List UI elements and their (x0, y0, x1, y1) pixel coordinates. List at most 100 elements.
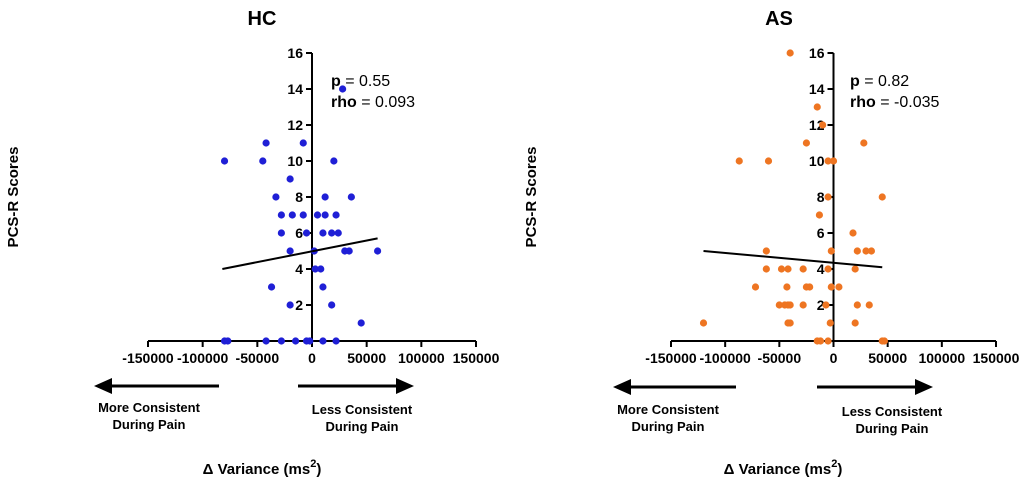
y-tick-label: 10 (287, 153, 303, 169)
p-value-annotation: p = 0.55 (331, 73, 390, 90)
chart-title: AS (765, 8, 793, 30)
data-point (762, 247, 770, 255)
data-point (862, 247, 870, 255)
y-tick-label: 12 (287, 117, 303, 133)
data-point (829, 157, 838, 165)
data-point (288, 211, 296, 219)
data-point (819, 121, 827, 129)
data-point (751, 283, 760, 291)
fit-line (703, 250, 883, 269)
x-tick-label: 50000 (347, 350, 386, 366)
x-tick-label: 150000 (973, 350, 1020, 366)
arrow-left-label-2: During Pain (632, 419, 705, 434)
arrow-right-label-2: During Pain (856, 421, 929, 436)
data-point (878, 193, 886, 201)
data-point (319, 229, 327, 237)
x-tick-label: 50000 (868, 350, 907, 366)
data-point (735, 157, 743, 165)
data-point (824, 337, 832, 345)
data-point (306, 337, 314, 345)
x-tick-label: -50000 (758, 350, 802, 366)
axes (148, 53, 476, 342)
x-axis-label: Δ Variance (ms2) (724, 458, 843, 478)
y-tick-label: 4 (295, 261, 303, 277)
data-points (220, 85, 382, 345)
y-tick-label: 16 (809, 45, 825, 61)
data-point (784, 319, 792, 327)
fit-line (222, 237, 378, 270)
x-tick-label: -150000 (645, 350, 697, 366)
data-point (816, 337, 825, 345)
data-point (853, 247, 861, 255)
x-tick-label: 0 (308, 350, 316, 366)
data-point (277, 211, 285, 219)
data-point (286, 247, 294, 255)
data-point (860, 139, 868, 147)
arrow-right-label-2: During Pain (326, 419, 399, 434)
data-point (328, 229, 336, 237)
data-point (783, 283, 791, 291)
y-tick-label: 8 (295, 189, 303, 205)
data-point (286, 175, 294, 183)
data-point (813, 103, 821, 111)
arrow-right-label-1: Less Consistent (312, 402, 413, 417)
y-tick-label: 8 (817, 189, 825, 205)
data-point (319, 337, 327, 345)
rho-annotation: rho = 0.093 (331, 94, 415, 111)
y-tick-label: 2 (295, 297, 303, 313)
fit-line-group (222, 237, 378, 270)
data-point (220, 157, 229, 165)
data-point (277, 229, 285, 237)
data-point (799, 265, 807, 273)
data-point (302, 229, 311, 237)
data-point (827, 283, 835, 291)
arrow-right-label-1: Less Consistent (842, 404, 943, 419)
left-arrow (613, 379, 736, 395)
as-chart-panel: AS 2 4 6 8 10 12 14 16 -150000 -100000 -50000 0 500… (515, 0, 1029, 487)
y-tick-label: 4 (817, 261, 825, 277)
data-point (334, 229, 342, 237)
right-arrow (817, 379, 933, 395)
data-point (347, 193, 355, 201)
data-point (849, 229, 857, 237)
x-tick-labels: -150000 -100000 -50000 0 50000 100000 150000 (645, 341, 1020, 366)
x-axis-label: Δ Variance (ms2) (203, 458, 322, 478)
data-point (822, 301, 830, 309)
data-point (699, 319, 708, 327)
x-tick-label: -100000 (177, 350, 229, 366)
data-point (357, 319, 365, 327)
y-tick-label: 2 (817, 297, 825, 313)
data-point (802, 139, 811, 147)
arrow-left-label-1: More Consistent (98, 400, 201, 415)
data-point (313, 211, 322, 219)
chart-title: HC (248, 8, 277, 30)
x-tick-labels: -150000 -100000 -50000 0 50000 100000 150000 (122, 341, 500, 366)
data-point (330, 157, 338, 165)
data-point (826, 319, 834, 327)
data-point (267, 283, 276, 291)
data-point (262, 139, 270, 147)
data-point (328, 301, 336, 309)
x-tick-label: -50000 (236, 350, 280, 366)
data-point (799, 301, 807, 309)
y-tick-label: 16 (287, 45, 303, 61)
data-point (824, 193, 832, 201)
x-tick-label: 150000 (453, 350, 500, 366)
hc-chart-panel: HC 2 4 6 8 10 12 14 16 -150000 -100000 -50000 0 500… (0, 0, 514, 487)
data-point (851, 319, 859, 327)
x-tick-label: 0 (830, 350, 838, 366)
data-point (292, 337, 300, 345)
data-point (762, 265, 770, 273)
data-point (784, 265, 792, 273)
y-tick-labels: 2 4 6 8 10 12 14 16 (809, 45, 834, 313)
data-point (815, 211, 824, 219)
data-point (259, 157, 267, 165)
left-arrow (94, 378, 219, 394)
y-tick-label: 14 (809, 81, 825, 97)
y-tick-label: 6 (817, 225, 825, 241)
data-point (286, 301, 294, 309)
y-axis-label: PCS-R Scores (5, 147, 22, 248)
fit-line-group (703, 250, 883, 269)
data-point (775, 301, 783, 309)
data-point (277, 337, 285, 345)
